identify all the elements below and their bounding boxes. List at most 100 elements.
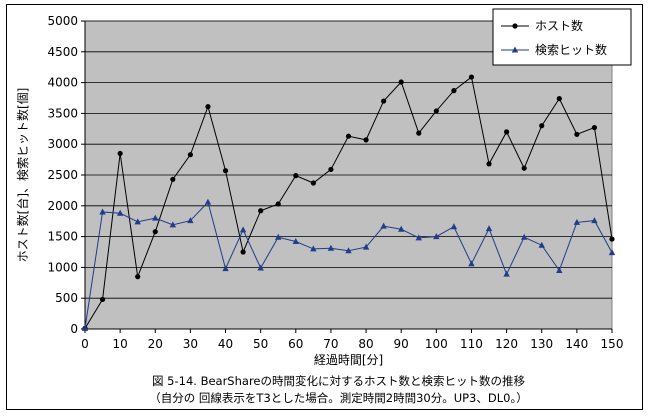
y-tick-label: 0 (70, 322, 78, 336)
data-point-1 (556, 266, 563, 273)
data-point-0 (310, 180, 316, 186)
data-point-1 (99, 208, 106, 215)
data-point-0 (468, 74, 475, 80)
data-point-0 (451, 88, 457, 94)
data-point-1 (152, 214, 159, 221)
data-point-0 (486, 161, 492, 167)
data-point-1 (257, 264, 264, 271)
data-point-1 (81, 324, 89, 331)
data-point-0 (556, 96, 562, 102)
x-tick-label: 120 (495, 337, 518, 351)
data-point-0 (152, 229, 158, 235)
x-tick-label: 30 (183, 337, 198, 351)
data-point-0 (170, 176, 176, 182)
x-tick-label: 100 (425, 337, 448, 351)
data-point-0 (574, 131, 580, 137)
data-point-0 (293, 173, 299, 179)
data-point-1 (503, 270, 510, 277)
data-point-1 (310, 245, 317, 252)
figure-caption: 図 5-14. BearShareの時間変化に対するホスト数と検索ヒット数の推移 (152, 374, 525, 388)
x-tick-label: 40 (218, 337, 233, 351)
data-point-1 (187, 217, 194, 224)
data-point-1 (169, 221, 177, 228)
x-tick-label: 0 (81, 337, 89, 351)
data-point-0 (205, 104, 211, 110)
data-point-0 (416, 130, 422, 136)
legend-marker-hits (511, 46, 519, 53)
data-point-1 (327, 244, 335, 251)
legend: ホスト数 検索ヒット数 (492, 8, 632, 66)
data-point-0 (345, 133, 352, 139)
data-point-1 (485, 225, 493, 232)
data-point-1 (380, 222, 387, 229)
y-tick-label: 5000 (47, 14, 78, 28)
data-point-0 (99, 296, 106, 303)
data-point-1 (222, 265, 229, 272)
data-point-1 (608, 249, 616, 256)
y-tick-label: 4000 (47, 76, 78, 90)
x-tick-label: 20 (148, 337, 163, 351)
x-tick-label: 60 (288, 337, 303, 351)
chart-frame: 0 500 1000 1500 2000 2500 3000 3500 4000 4500 5000… (6, 4, 643, 410)
x-tick-label: 50 (253, 337, 268, 351)
data-point-0 (381, 98, 387, 104)
data-point-1 (362, 243, 370, 250)
y-tick-label: 3000 (47, 137, 78, 151)
data-point-1 (591, 217, 598, 224)
data-point-0 (504, 129, 510, 135)
series-lines (81, 74, 616, 331)
gridlines (85, 20, 612, 299)
y-tick-label: 500 (55, 291, 78, 305)
data-point-1 (520, 233, 528, 240)
x-tick-label: 80 (358, 337, 373, 351)
data-point-1 (538, 241, 545, 248)
data-point-1 (345, 247, 352, 254)
data-point-0 (240, 249, 246, 255)
x-tick-label: 150 (601, 337, 624, 351)
y-axis-ticks: 0 500 1000 1500 2000 2500 3000 3500 4000 4500 5000 (47, 14, 86, 336)
data-point-0 (433, 108, 439, 114)
x-tick-label: 70 (323, 337, 338, 351)
data-point-1 (415, 234, 422, 241)
data-point-0 (521, 165, 527, 171)
y-tick-label: 1500 (47, 230, 78, 244)
data-point-0 (187, 152, 193, 158)
data-point-1 (450, 223, 458, 230)
data-point-0 (135, 274, 141, 280)
data-point-0 (591, 124, 598, 131)
data-point-0 (222, 168, 229, 174)
data-point-1 (204, 198, 212, 205)
y-tick-label: 2000 (47, 199, 78, 213)
x-tick-label: 130 (530, 337, 553, 351)
legend-marker-hosts (512, 23, 518, 29)
x-tick-label: 140 (565, 337, 588, 351)
data-point-1 (573, 218, 581, 225)
data-point-0 (398, 79, 404, 85)
data-point-1 (275, 233, 282, 240)
data-point-1 (292, 238, 299, 245)
y-tick-label: 4500 (47, 45, 78, 59)
legend-label-hits: 検索ヒット数 (535, 42, 607, 57)
data-point-0 (258, 208, 264, 214)
x-tick-label: 90 (394, 337, 409, 351)
y-axis-label: ホスト数[台]、検索ヒット数[個] (15, 88, 30, 263)
x-axis-label: 経過時間[分] (314, 353, 383, 367)
y-tick-label: 2500 (47, 168, 78, 182)
y-tick-label: 3500 (47, 106, 78, 120)
legend-box (492, 8, 632, 66)
data-point-0 (539, 123, 545, 129)
data-point-1 (239, 226, 247, 233)
x-axis-ticks: 0 10 20 30 40 50 60 70 80 90 100 110 120 130 140 150 (81, 328, 624, 351)
legend-label-hosts: ホスト数 (535, 18, 583, 33)
data-point-1 (468, 260, 475, 267)
x-tick-label: 10 (112, 337, 127, 351)
data-point-0 (609, 236, 615, 242)
data-point-0 (275, 201, 281, 207)
x-tick-label: 110 (460, 337, 483, 351)
data-point-0 (328, 166, 334, 173)
data-point-1 (398, 225, 405, 232)
data-point-0 (363, 137, 369, 143)
line-chart: 0500100015002000250030003500400045005000… (15, 8, 632, 405)
data-point-1 (433, 233, 440, 240)
data-point-0 (117, 150, 123, 157)
